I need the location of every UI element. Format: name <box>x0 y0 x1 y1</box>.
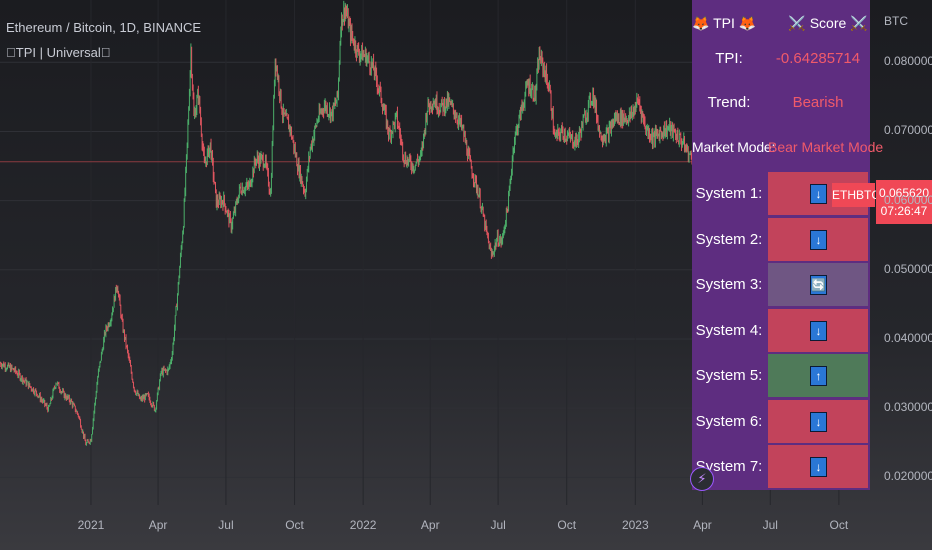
x-tick-label: Oct <box>285 518 304 532</box>
x-tick-label: Apr <box>148 518 168 532</box>
x-tick-label: 2023 <box>621 518 649 532</box>
system-signal-cell: 🔄 <box>768 263 868 306</box>
arrow-down-icon: ↓ <box>810 457 827 477</box>
x-tick-label: Jul <box>218 518 234 532</box>
system-signal-cell: ↓ <box>768 445 868 488</box>
trend-row: Trend: Bearish <box>692 80 870 126</box>
chart-title: Ethereum / Bitcoin, 1D, BINANCE <box>6 20 202 35</box>
y-tick-label: 0.050000 <box>884 261 932 276</box>
y-tick-label: 0.030000 <box>884 400 932 415</box>
y-tick-label: 0.040000 <box>884 330 932 345</box>
x-tick-label: Apr <box>420 518 440 532</box>
system-signal-cell: ↓ <box>768 308 868 352</box>
refresh-icon: 🔄 <box>810 275 827 295</box>
system-row: System 3: 🔄 <box>692 262 870 308</box>
system-label: System 3: <box>695 276 763 293</box>
market-mode-value: Bear Market Mode <box>768 139 884 155</box>
arrow-down-icon: ↓ <box>810 411 827 432</box>
system-signal-cell: ↓ <box>768 217 868 261</box>
tpi-row: TPI: -0.64285714 <box>692 36 870 82</box>
tpi-table: 🦊 TPI 🦊 ⚔️ Score ⚔️ TPI: -0.64285714 Tre… <box>692 0 884 490</box>
system-label: System 7: <box>695 458 763 475</box>
system-row: System 7: ↓ <box>692 444 870 490</box>
x-tick-label: Oct <box>829 518 849 532</box>
indicator-title[interactable]:  TPI | Universal  <box>6 45 111 60</box>
system-row: System 2: ↓ <box>692 217 870 263</box>
trend-label: Trend: <box>707 94 751 111</box>
price-badge: 0.065620 07:26:47 <box>876 180 932 224</box>
system-row: System 5: ↑ <box>692 353 870 399</box>
x-tick-label: Jul <box>490 518 506 532</box>
score-header-label: ⚔️ Score ⚔️ <box>788 15 868 31</box>
tpi-table-header: 🦊 TPI 🦊 ⚔️ Score ⚔️ <box>692 0 870 46</box>
bar-countdown: 07:26:47 <box>880 204 928 218</box>
system-label: System 2: <box>695 230 763 248</box>
system-label: System 6: <box>695 412 763 430</box>
system-label: System 4: <box>695 321 763 339</box>
market-mode-row: Market Mode: Bear Market Mode <box>692 124 884 170</box>
system-label: System 5: <box>695 367 763 384</box>
y-axis-unit: BTC <box>884 14 908 28</box>
lightning-icon[interactable]: ⚡ <box>690 467 714 491</box>
tpi-label: TPI: <box>715 50 743 67</box>
tpi-header-label: 🦊 TPI 🦊 <box>692 15 757 31</box>
y-tick-label: 0.080000 <box>884 54 932 69</box>
system-row: System 4: ↓ <box>692 308 870 354</box>
y-tick-label: 0.060000 <box>884 192 932 207</box>
system-signal-cell: ↑ <box>768 354 868 397</box>
x-tick-label: Apr <box>693 518 712 532</box>
arrow-down-icon: ↓ <box>810 320 827 341</box>
price-badge-value: 0.065620 <box>878 186 930 200</box>
y-tick-label: 0.020000 <box>884 469 932 484</box>
arrow-down-icon: ↓ <box>810 229 827 250</box>
tpi-value: -0.64285714 <box>775 50 861 67</box>
trend-value: Bearish <box>792 94 844 111</box>
market-mode-label: Market Mode: <box>692 139 776 155</box>
symbol-badge: ETHBTC <box>832 183 880 207</box>
x-tick-label: Jul <box>762 518 778 532</box>
arrow-down-icon: ↓ <box>810 184 827 204</box>
x-tick-label: 2021 <box>77 518 105 532</box>
system-row: System 6: ↓ <box>692 399 870 445</box>
x-tick-label: 2022 <box>349 518 377 532</box>
y-tick-label: 0.070000 <box>884 123 932 138</box>
arrow-up-icon: ↑ <box>810 366 827 386</box>
system-label: System 1: <box>695 185 763 202</box>
x-tick-label: Oct <box>557 518 577 532</box>
candle-series <box>0 0 695 446</box>
system-signal-cell: ↓ <box>768 399 868 443</box>
